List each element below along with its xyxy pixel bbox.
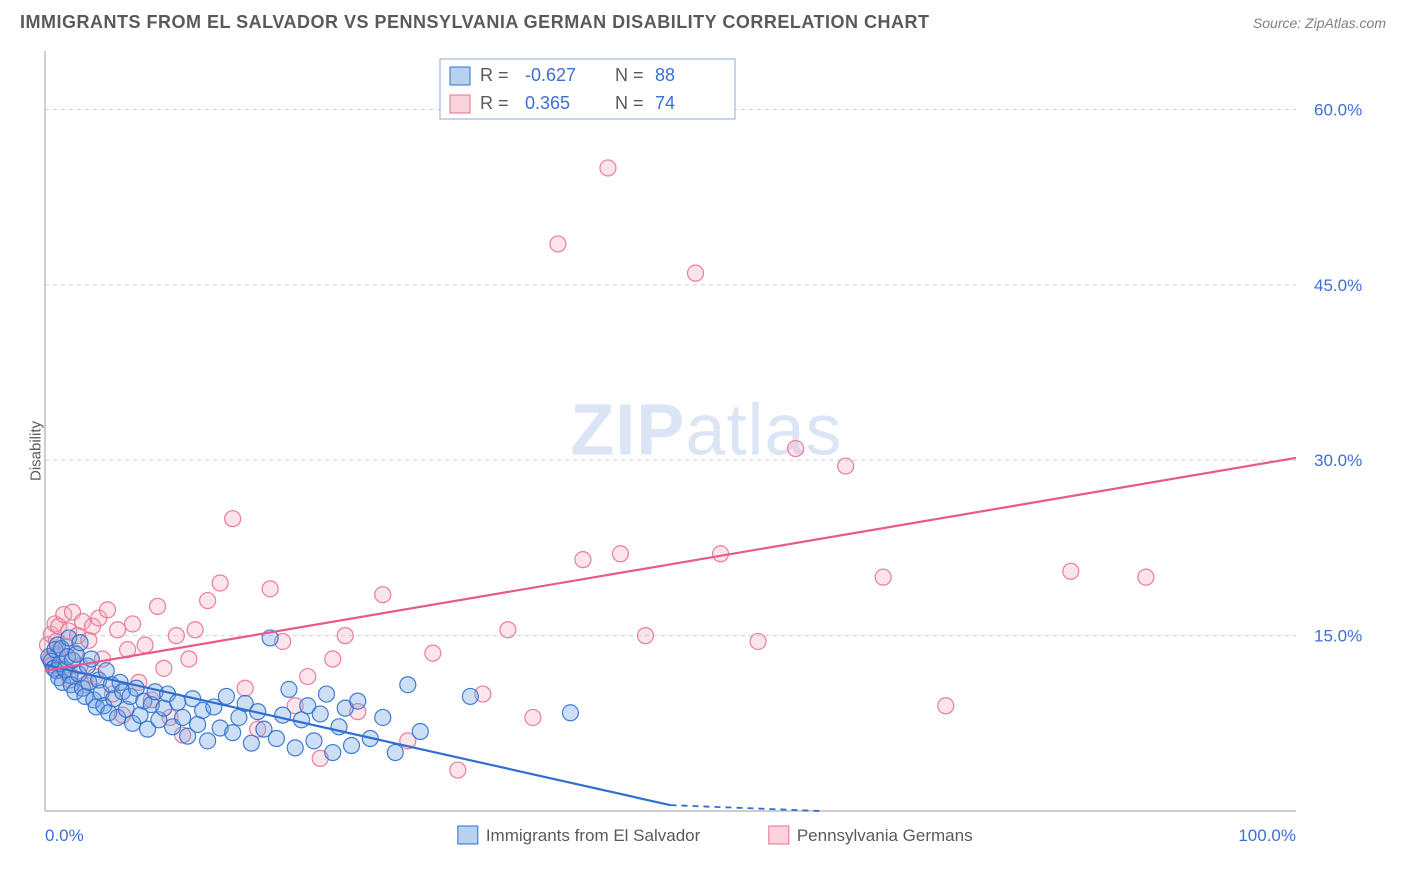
bottom-legend-label: Pennsylvania Germans bbox=[797, 826, 973, 845]
y-tick-label: 30.0% bbox=[1314, 451, 1362, 470]
trendline-blue-extrap bbox=[671, 805, 821, 811]
legend-r-label: R = bbox=[480, 93, 509, 113]
data-point-pink bbox=[575, 552, 591, 568]
legend-n-value: 88 bbox=[655, 65, 675, 85]
y-tick-label: 15.0% bbox=[1314, 627, 1362, 646]
data-point-pink bbox=[875, 569, 891, 585]
data-point-blue bbox=[462, 688, 478, 704]
data-point-pink bbox=[237, 680, 253, 696]
data-point-blue bbox=[275, 707, 291, 723]
source-name: ZipAtlas.com bbox=[1305, 15, 1386, 31]
legend-swatch-blue bbox=[450, 67, 470, 85]
data-point-pink bbox=[525, 709, 541, 725]
legend-n-value: 74 bbox=[655, 93, 675, 113]
data-point-blue bbox=[225, 725, 241, 741]
data-point-blue bbox=[350, 693, 366, 709]
data-point-blue bbox=[343, 738, 359, 754]
y-tick-label: 60.0% bbox=[1314, 100, 1362, 119]
data-point-pink bbox=[750, 633, 766, 649]
y-tick-label: 45.0% bbox=[1314, 276, 1362, 295]
data-point-pink bbox=[225, 511, 241, 527]
chart-title: IMMIGRANTS FROM EL SALVADOR VS PENNSYLVA… bbox=[20, 12, 930, 33]
data-point-pink bbox=[375, 587, 391, 603]
data-point-pink bbox=[550, 236, 566, 252]
bottom-legend-label: Immigrants from El Salvador bbox=[486, 826, 701, 845]
data-point-pink bbox=[150, 598, 166, 614]
legend-n-label: N = bbox=[615, 65, 644, 85]
data-point-pink bbox=[100, 602, 116, 618]
data-point-pink bbox=[688, 265, 704, 281]
bottom-legend-swatch bbox=[458, 826, 478, 844]
data-point-blue bbox=[325, 745, 341, 761]
source-attribution: Source: ZipAtlas.com bbox=[1253, 15, 1386, 31]
data-point-blue bbox=[412, 723, 428, 739]
data-point-pink bbox=[500, 622, 516, 638]
data-point-pink bbox=[600, 160, 616, 176]
data-point-pink bbox=[637, 628, 653, 644]
data-point-pink bbox=[450, 762, 466, 778]
header-bar: IMMIGRANTS FROM EL SALVADOR VS PENNSYLVA… bbox=[0, 0, 1406, 41]
data-point-pink bbox=[1063, 563, 1079, 579]
data-point-pink bbox=[938, 698, 954, 714]
data-point-pink bbox=[300, 669, 316, 685]
plot-area: Disability 15.0% 30.0% 45.0% 60.0% ZIPatlas R… bbox=[0, 41, 1406, 861]
scatter-chart: 15.0% 30.0% 45.0% 60.0% ZIPatlas R = -0.627 N =… bbox=[0, 41, 1406, 861]
x-tick-label: 100.0% bbox=[1238, 826, 1296, 845]
data-point-blue bbox=[287, 740, 303, 756]
data-point-pink bbox=[168, 628, 184, 644]
data-point-pink bbox=[156, 660, 172, 676]
legend-n-label: N = bbox=[615, 93, 644, 113]
trendline-blue bbox=[45, 665, 671, 805]
data-point-blue bbox=[268, 731, 284, 747]
data-point-blue bbox=[387, 745, 403, 761]
data-point-pink bbox=[1138, 569, 1154, 585]
data-point-pink bbox=[137, 637, 153, 653]
data-point-blue bbox=[243, 735, 259, 751]
x-tick-label: 0.0% bbox=[45, 826, 84, 845]
bottom-legend-swatch bbox=[769, 826, 789, 844]
data-point-blue bbox=[400, 677, 416, 693]
data-point-blue bbox=[562, 705, 578, 721]
data-point-blue bbox=[218, 688, 234, 704]
legend-r-label: R = bbox=[480, 65, 509, 85]
source-prefix: Source: bbox=[1253, 15, 1305, 31]
data-point-pink bbox=[181, 651, 197, 667]
data-point-blue bbox=[318, 686, 334, 702]
y-axis-label: Disability bbox=[28, 421, 45, 481]
legend-r-value: -0.627 bbox=[525, 65, 576, 85]
data-point-pink bbox=[200, 593, 216, 609]
data-point-blue bbox=[175, 709, 191, 725]
data-point-pink bbox=[788, 441, 804, 457]
legend-swatch-pink bbox=[450, 95, 470, 113]
watermark: ZIPatlas bbox=[570, 390, 842, 470]
data-point-blue bbox=[281, 681, 297, 697]
data-point-blue bbox=[200, 733, 216, 749]
data-point-pink bbox=[187, 622, 203, 638]
data-point-blue bbox=[72, 635, 88, 651]
data-point-pink bbox=[212, 575, 228, 591]
data-point-pink bbox=[425, 645, 441, 661]
data-point-pink bbox=[262, 581, 278, 597]
data-point-pink bbox=[337, 628, 353, 644]
trendline-pink bbox=[45, 458, 1296, 671]
data-point-blue bbox=[375, 709, 391, 725]
data-point-pink bbox=[838, 458, 854, 474]
data-point-blue bbox=[306, 733, 322, 749]
data-point-pink bbox=[612, 546, 628, 562]
legend-r-value: 0.365 bbox=[525, 93, 570, 113]
data-point-blue bbox=[312, 706, 328, 722]
data-point-pink bbox=[125, 616, 141, 632]
data-point-pink bbox=[110, 622, 126, 638]
data-point-pink bbox=[325, 651, 341, 667]
